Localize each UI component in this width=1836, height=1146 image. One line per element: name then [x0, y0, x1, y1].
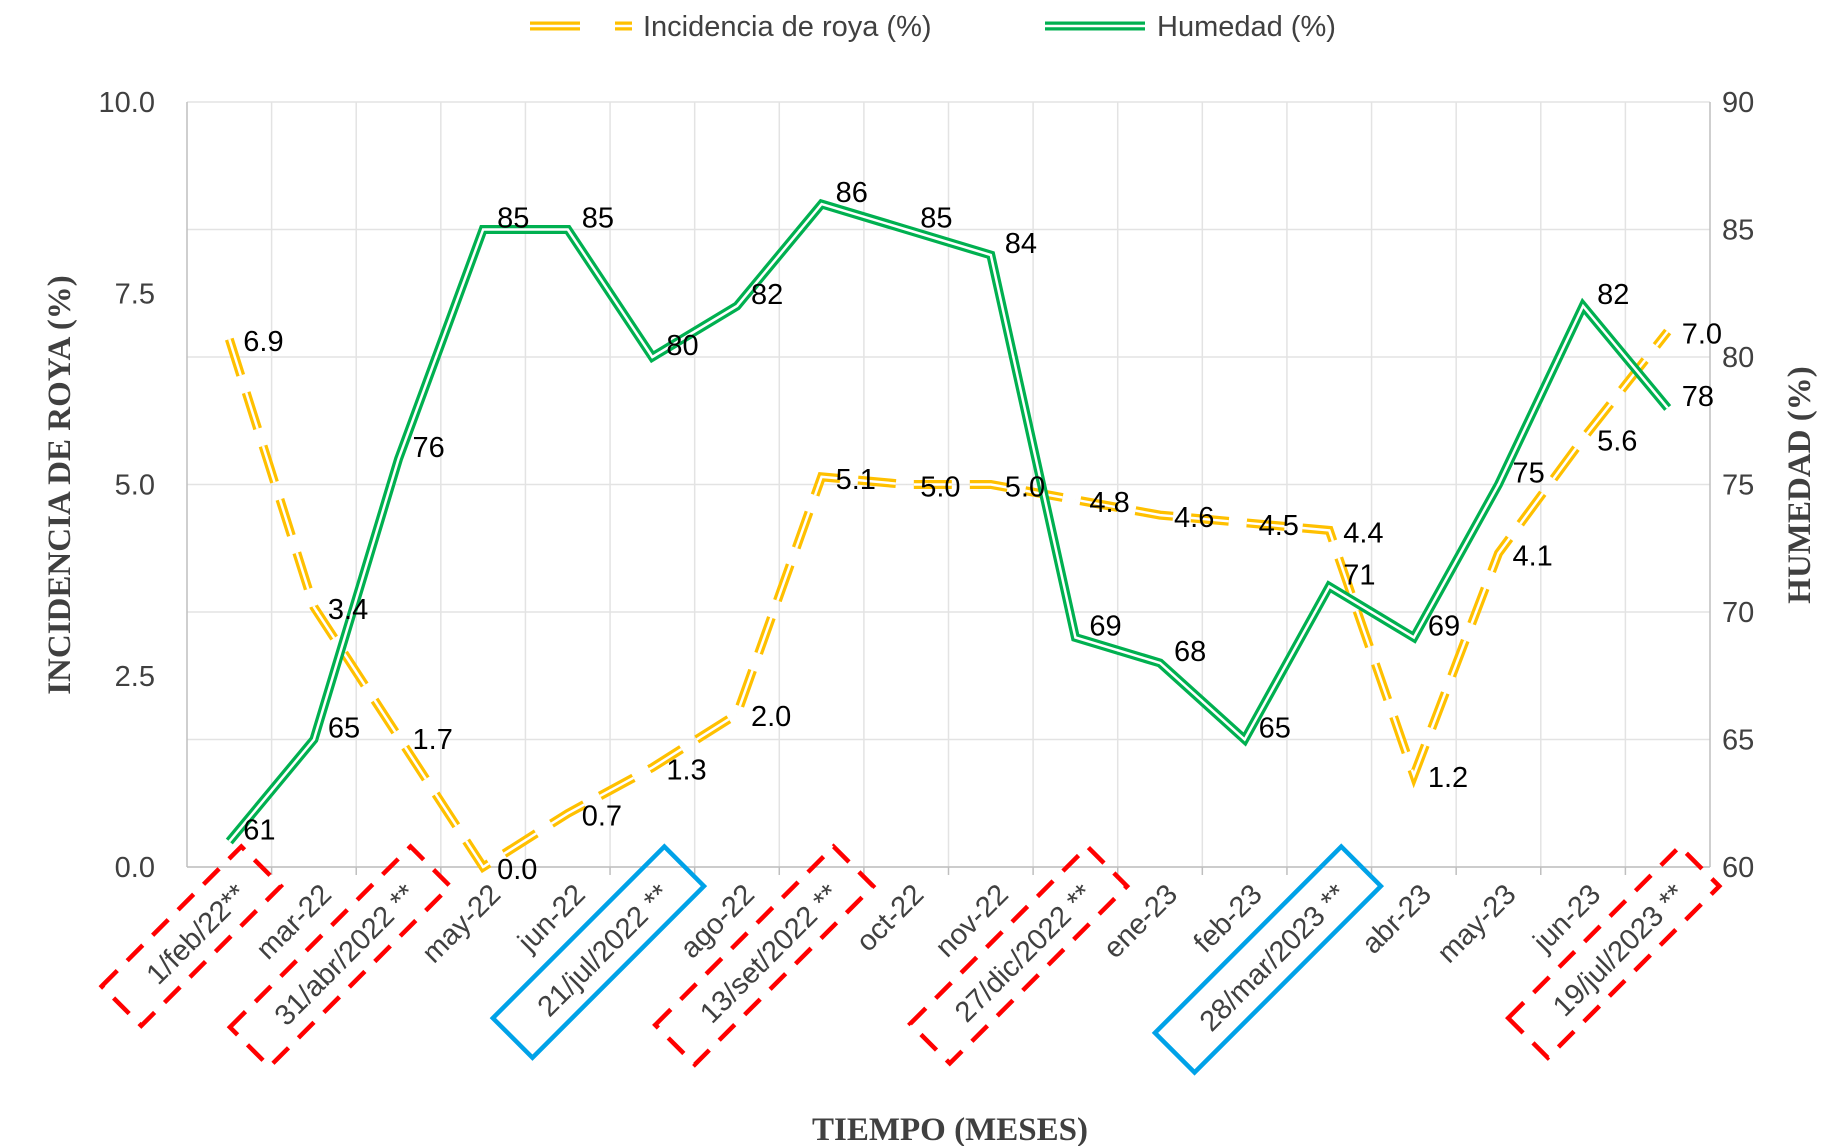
y2-tick-label: 90 [1722, 87, 1754, 119]
category-label-group: ene-23 [1098, 878, 1184, 964]
data-label-roya: 2.0 [751, 701, 791, 733]
category-label-group: nov-22 [929, 878, 1014, 963]
y2-tick-label: 75 [1722, 470, 1754, 502]
data-label-roya: 1.2 [1428, 762, 1468, 794]
x-axis-title: TIEMPO (MESES) [812, 1112, 1088, 1146]
y2-axis-title: HUMEDAD (%) [1782, 366, 1818, 603]
data-label-humedad: 80 [666, 330, 698, 362]
highlight-box-red-dashed [652, 843, 877, 1068]
category-label: may-23 [1431, 878, 1522, 969]
category-label: abr-23 [1356, 878, 1438, 960]
data-label-humedad: 65 [1259, 713, 1291, 745]
data-label-humedad: 69 [1428, 611, 1460, 643]
category-label: 28/mar/2023 ** [1194, 878, 1353, 1037]
data-label-roya: 4.6 [1174, 502, 1214, 534]
data-label-humedad: 85 [920, 203, 952, 235]
y-tick-label: 2.5 [115, 661, 155, 693]
highlight-box-red-dashed [98, 843, 285, 1029]
legend-label-roya: Incidencia de roya (%) [643, 11, 932, 43]
y-axis-title: INCIDENCIA DE ROYA (%) [42, 275, 78, 695]
category-label-group: abr-23 [1356, 878, 1438, 960]
data-label-humedad: 78 [1682, 381, 1714, 413]
data-label-roya: 1.3 [666, 755, 706, 787]
category-label-group: may-23 [1431, 878, 1522, 969]
data-label-roya: 4.5 [1259, 510, 1299, 542]
data-label-roya: 4.4 [1343, 517, 1383, 549]
data-label-roya: 5.0 [920, 472, 960, 504]
category-label: oct-22 [851, 878, 931, 958]
y2-tick-label: 65 [1722, 725, 1754, 757]
series-line-humedad-inner [228, 202, 1669, 843]
category-label: jun-22 [511, 878, 591, 958]
category-label: jun-23 [1527, 878, 1607, 958]
data-label-humedad: 61 [243, 815, 275, 847]
data-label-roya: 6.9 [243, 326, 283, 358]
data-label-humedad: 76 [413, 432, 445, 464]
data-label-roya: 5.1 [836, 464, 876, 496]
y2-tick-label: 80 [1722, 342, 1754, 374]
axes: 60 65 70 75 80 85 90 0.0 2.5 5.0 7.5 10.0 [99, 87, 1755, 884]
y2-tick-label: 85 [1722, 215, 1754, 247]
data-label-humedad: 82 [1597, 279, 1629, 311]
data-label-humedad: 71 [1343, 560, 1375, 592]
category-label-group: 28/mar/2023 ** [1151, 843, 1385, 1076]
category-label-group: feb-23 [1188, 878, 1269, 959]
data-label-roya: 7.0 [1682, 319, 1722, 351]
y2-tick-label: 70 [1722, 597, 1754, 629]
data-label-roya: 5.6 [1597, 426, 1637, 458]
category-label: ene-23 [1098, 878, 1184, 964]
highlight-box-red-dashed [1505, 843, 1723, 1061]
data-labels: 6.9 3.4 1.7 0.0 0.7 1.3 2.0 5.1 5.0 5.0 4.8 4.6 4.5 4… [243, 177, 1722, 886]
category-label: nov-22 [929, 878, 1014, 963]
data-label-roya: 5.0 [1005, 472, 1045, 504]
data-label-humedad: 68 [1174, 636, 1206, 668]
y2-tick-label: 60 [1722, 852, 1754, 884]
data-label-humedad: 86 [836, 177, 868, 209]
y-tick-label: 5.0 [115, 470, 155, 502]
data-label-roya: 4.8 [1089, 487, 1129, 519]
category-label-group: jun-23 [1527, 878, 1607, 958]
data-label-humedad: 69 [1089, 611, 1121, 643]
category-label: 1/feb/22** [141, 878, 254, 991]
category-label-group: jun-22 [511, 878, 591, 958]
highlight-box-blue [1151, 843, 1385, 1076]
legend: Incidencia de roya (%) Humedad (%) [530, 11, 1336, 43]
data-label-humedad: 75 [1512, 458, 1544, 490]
data-label-roya: 0.7 [582, 800, 622, 832]
legend-item-humedad[interactable]: Humedad (%) [1045, 11, 1336, 43]
data-label-roya: 1.7 [413, 724, 453, 756]
data-label-roya: 3.4 [328, 594, 368, 626]
category-label-group: may-22 [416, 878, 507, 969]
category-label-group: ago-22 [675, 878, 761, 964]
data-label-humedad: 85 [497, 203, 529, 235]
data-label-humedad: 65 [328, 713, 360, 745]
series-line-roya-inner [228, 330, 1669, 869]
highlight-box-red-dashed [226, 843, 454, 1070]
legend-label-humedad: Humedad (%) [1157, 11, 1336, 43]
series-lines [225, 198, 1672, 874]
category-label-group: 19/jul/2023 ** [1505, 843, 1723, 1061]
y-tick-label: 10.0 [99, 87, 155, 119]
category-label: ago-22 [675, 878, 761, 964]
data-label-humedad: 85 [582, 203, 614, 235]
legend-item-roya[interactable]: Incidencia de roya (%) [530, 11, 932, 43]
highlight-box-blue [489, 843, 708, 1061]
category-label: feb-23 [1188, 878, 1269, 959]
y-tick-label: 0.0 [115, 852, 155, 884]
category-label: may-22 [416, 878, 507, 969]
data-label-humedad: 82 [751, 279, 783, 311]
highlight-box-red-dashed [907, 843, 1131, 1067]
category-label-group: oct-22 [851, 878, 931, 958]
data-label-roya: 0.0 [497, 854, 537, 886]
data-label-roya: 4.1 [1512, 540, 1552, 572]
data-label-humedad: 84 [1005, 228, 1037, 260]
y-tick-label: 7.5 [115, 278, 155, 310]
